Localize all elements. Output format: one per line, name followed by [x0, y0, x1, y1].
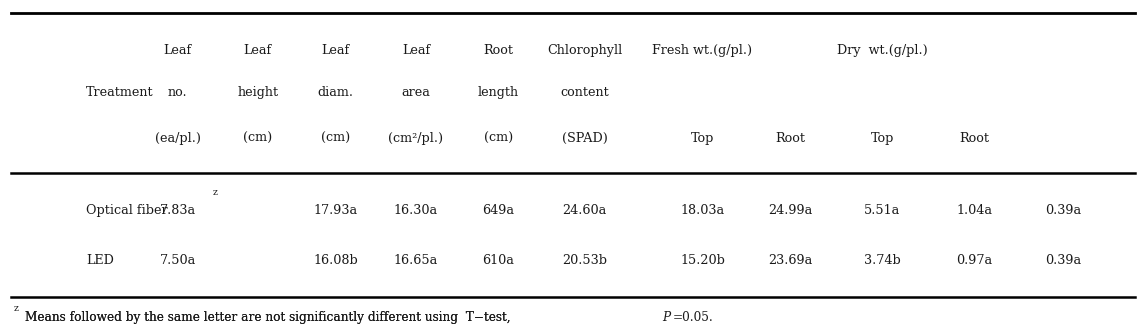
Text: 24.60a: 24.60a [563, 204, 606, 217]
Text: LED: LED [86, 254, 113, 267]
Text: Leaf: Leaf [322, 44, 350, 57]
Text: Means followed by the same letter are not significantly different using  T−test,: Means followed by the same letter are no… [25, 311, 567, 324]
Text: 610a: 610a [482, 254, 515, 267]
Text: Chlorophyll: Chlorophyll [547, 44, 622, 57]
Text: Treatment: Treatment [86, 86, 154, 99]
Text: 5.51a: 5.51a [864, 204, 901, 217]
Text: Leaf: Leaf [164, 44, 191, 57]
Text: height: height [237, 86, 278, 99]
Text: 0.97a: 0.97a [956, 254, 992, 267]
Text: (cm²/pl.): (cm²/pl.) [388, 132, 444, 145]
Text: Means followed by the same letter are not significantly different using  T−test,: Means followed by the same letter are no… [25, 311, 519, 324]
Text: Root: Root [776, 132, 806, 145]
Text: Dry  wt.(g/pl.): Dry wt.(g/pl.) [837, 44, 928, 57]
Text: 7.50a: 7.50a [159, 254, 196, 267]
Text: (ea/pl.): (ea/pl.) [155, 132, 201, 145]
Text: 17.93a: 17.93a [314, 204, 358, 217]
Text: Top: Top [871, 132, 894, 145]
Text: (SPAD): (SPAD) [562, 132, 607, 145]
Text: 7.83a: 7.83a [159, 204, 196, 217]
Text: (cm): (cm) [484, 132, 513, 145]
Text: 24.99a: 24.99a [769, 204, 813, 217]
Text: 0.39a: 0.39a [1045, 254, 1082, 267]
Text: diam.: diam. [317, 86, 354, 99]
Text: 649a: 649a [482, 204, 515, 217]
Text: Leaf: Leaf [244, 44, 272, 57]
Text: Means followed by the same letter are not significantly different using  T−test,: Means followed by the same letter are no… [25, 311, 519, 324]
Text: Top: Top [691, 132, 714, 145]
Text: Root: Root [484, 44, 513, 57]
Text: 18.03a: 18.03a [681, 204, 724, 217]
Text: 15.20b: 15.20b [680, 254, 725, 267]
Text: z: z [14, 304, 18, 313]
Text: Fresh wt.(g/pl.): Fresh wt.(g/pl.) [652, 44, 753, 57]
Text: P: P [662, 311, 670, 324]
Text: 0.39a: 0.39a [1045, 204, 1082, 217]
Text: 3.74b: 3.74b [864, 254, 901, 267]
Text: Optical fiber: Optical fiber [86, 204, 167, 217]
Text: (cm): (cm) [321, 132, 351, 145]
Text: (cm): (cm) [243, 132, 273, 145]
Text: z: z [213, 188, 218, 197]
Text: no.: no. [167, 86, 188, 99]
Text: 16.65a: 16.65a [394, 254, 438, 267]
Text: length: length [478, 86, 519, 99]
Text: content: content [560, 86, 609, 99]
Text: Leaf: Leaf [402, 44, 430, 57]
Text: 23.69a: 23.69a [769, 254, 813, 267]
Text: 20.53b: 20.53b [562, 254, 607, 267]
Text: 1.04a: 1.04a [956, 204, 992, 217]
Text: Root: Root [959, 132, 989, 145]
Text: 16.30a: 16.30a [394, 204, 438, 217]
Text: 16.08b: 16.08b [313, 254, 359, 267]
Text: =0.05.: =0.05. [673, 311, 713, 324]
Text: area: area [401, 86, 431, 99]
